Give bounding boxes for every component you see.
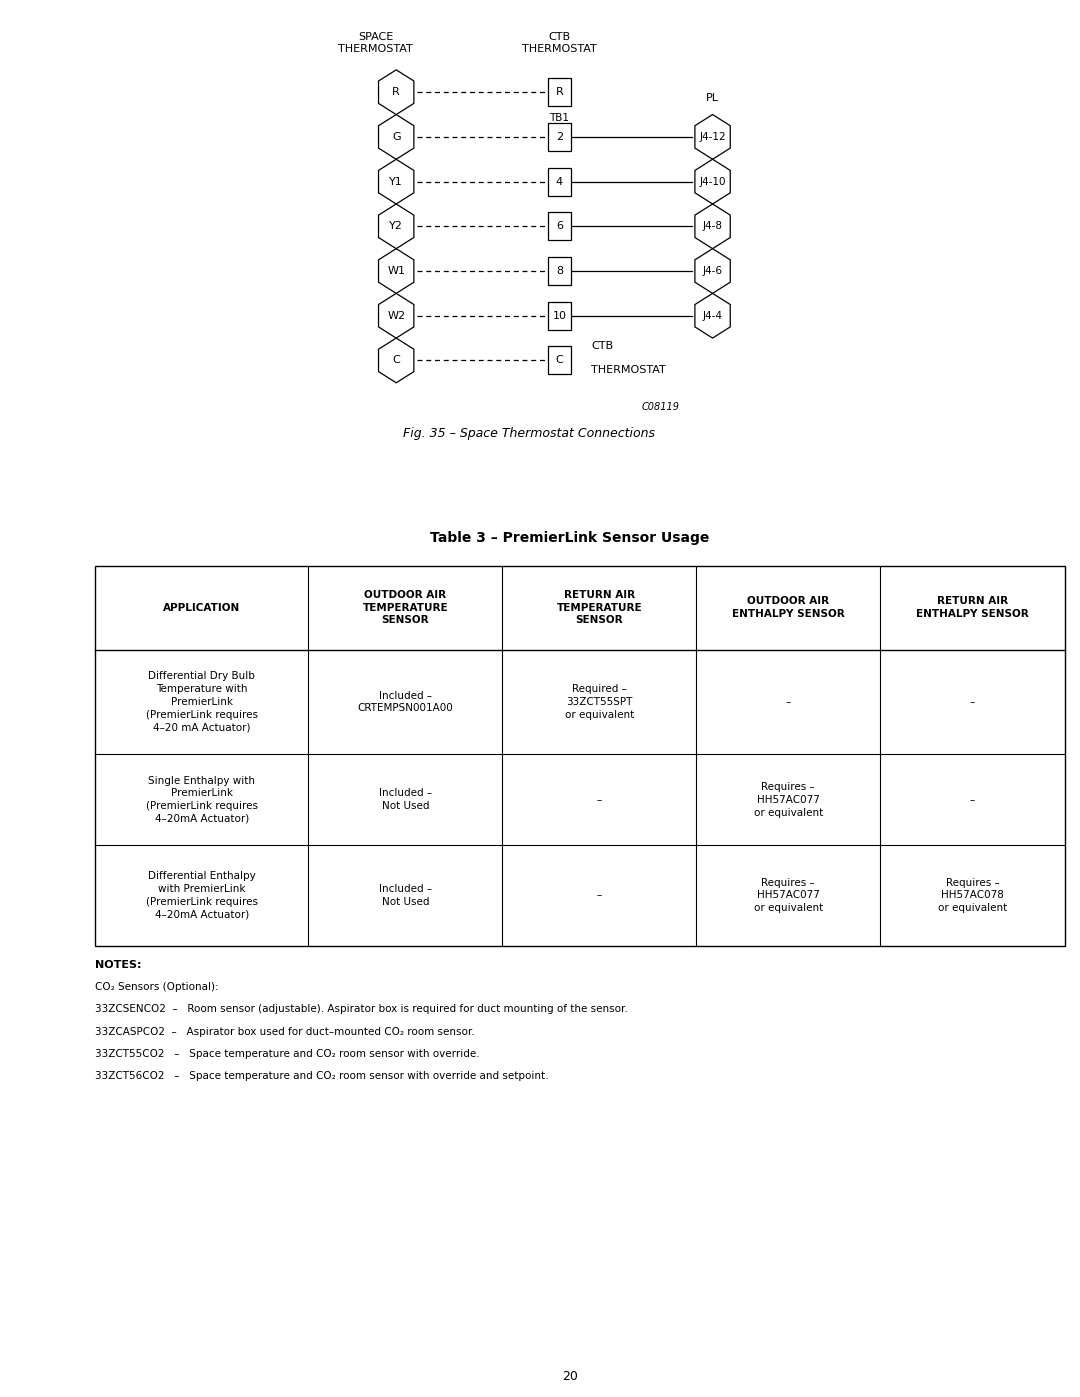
Text: R: R bbox=[392, 87, 400, 98]
Text: 33ZCT56CO2   –   Space temperature and CO₂ room sensor with override and setpoin: 33ZCT56CO2 – Space temperature and CO₂ r… bbox=[95, 1071, 549, 1081]
Text: Y2: Y2 bbox=[389, 221, 403, 232]
Text: –: – bbox=[970, 795, 975, 805]
Text: 2: 2 bbox=[556, 131, 563, 142]
Text: C: C bbox=[392, 355, 400, 366]
Text: G: G bbox=[392, 131, 401, 142]
Text: 6: 6 bbox=[556, 221, 563, 232]
Text: J4-8: J4-8 bbox=[703, 221, 723, 232]
FancyBboxPatch shape bbox=[549, 168, 570, 196]
Text: 33ZCT55CO2   –   Space temperature and CO₂ room sensor with override.: 33ZCT55CO2 – Space temperature and CO₂ r… bbox=[95, 1049, 480, 1059]
Text: –: – bbox=[970, 697, 975, 707]
Text: W1: W1 bbox=[388, 265, 405, 277]
Text: TB1: TB1 bbox=[550, 113, 569, 123]
Text: OUTDOOR AIR
TEMPERATURE
SENSOR: OUTDOOR AIR TEMPERATURE SENSOR bbox=[363, 590, 448, 626]
Text: 20: 20 bbox=[562, 1370, 578, 1383]
Text: SPACE
THERMOSTAT: SPACE THERMOSTAT bbox=[338, 32, 414, 53]
Text: Included –
CRTEMPSN001A00: Included – CRTEMPSN001A00 bbox=[357, 690, 454, 714]
FancyBboxPatch shape bbox=[549, 257, 570, 285]
Text: C08119: C08119 bbox=[642, 402, 679, 412]
Text: Y1: Y1 bbox=[389, 176, 403, 187]
Text: W2: W2 bbox=[387, 310, 405, 321]
Text: J4-10: J4-10 bbox=[700, 176, 726, 187]
Text: 33ZCSENCO2  –   Room sensor (adjustable). Aspirator box is required for duct mou: 33ZCSENCO2 – Room sensor (adjustable). A… bbox=[95, 1004, 627, 1014]
FancyBboxPatch shape bbox=[549, 346, 570, 374]
Text: J4-4: J4-4 bbox=[703, 310, 723, 321]
Text: Requires –
HH57AC078
or equivalent: Requires – HH57AC078 or equivalent bbox=[937, 877, 1008, 914]
Text: Table 3 – PremierLink Sensor Usage: Table 3 – PremierLink Sensor Usage bbox=[430, 531, 710, 545]
Text: –: – bbox=[596, 795, 602, 805]
Text: Included –
Not Used: Included – Not Used bbox=[379, 788, 432, 812]
FancyBboxPatch shape bbox=[549, 212, 570, 240]
Text: 10: 10 bbox=[553, 310, 567, 321]
Text: APPLICATION: APPLICATION bbox=[163, 602, 241, 613]
Text: Requires –
HH57AC077
or equivalent: Requires – HH57AC077 or equivalent bbox=[754, 782, 823, 817]
Text: Requires –
HH57AC077
or equivalent: Requires – HH57AC077 or equivalent bbox=[754, 877, 823, 914]
Text: J4-12: J4-12 bbox=[699, 131, 726, 142]
Text: Included –
Not Used: Included – Not Used bbox=[379, 884, 432, 907]
Text: 50TCQA: 50TCQA bbox=[21, 662, 39, 735]
Text: J4-6: J4-6 bbox=[703, 265, 723, 277]
Text: Required –
33ZCT55SPT
or equivalent: Required – 33ZCT55SPT or equivalent bbox=[565, 685, 634, 719]
Text: RETURN AIR
ENTHALPY SENSOR: RETURN AIR ENTHALPY SENSOR bbox=[916, 597, 1029, 619]
Text: Differential Dry Bulb
Temperature with
PremierLink
(PremierLink requires
4–20 mA: Differential Dry Bulb Temperature with P… bbox=[146, 672, 258, 732]
Text: 8: 8 bbox=[556, 265, 563, 277]
Text: R: R bbox=[555, 87, 564, 98]
Text: Differential Enthalpy
with PremierLink
(PremierLink requires
4–20mA Actuator): Differential Enthalpy with PremierLink (… bbox=[146, 872, 258, 919]
Text: –: – bbox=[596, 890, 602, 901]
Text: Single Enthalpy with
PremierLink
(PremierLink requires
4–20mA Actuator): Single Enthalpy with PremierLink (Premie… bbox=[146, 775, 258, 824]
Text: THERMOSTAT: THERMOSTAT bbox=[591, 365, 666, 376]
Text: PL: PL bbox=[706, 94, 719, 103]
Text: RETURN AIR
TEMPERATURE
SENSOR: RETURN AIR TEMPERATURE SENSOR bbox=[556, 590, 643, 626]
Text: CO₂ Sensors (Optional):: CO₂ Sensors (Optional): bbox=[95, 982, 219, 992]
FancyBboxPatch shape bbox=[549, 123, 570, 151]
FancyBboxPatch shape bbox=[549, 302, 570, 330]
Text: CTB
THERMOSTAT: CTB THERMOSTAT bbox=[522, 32, 597, 53]
Text: CTB: CTB bbox=[591, 341, 613, 352]
Text: NOTES:: NOTES: bbox=[95, 960, 141, 970]
Text: C: C bbox=[555, 355, 564, 366]
Text: 33ZCASPCO2  –   Aspirator box used for duct–mounted CO₂ room sensor.: 33ZCASPCO2 – Aspirator box used for duct… bbox=[95, 1027, 475, 1037]
Text: –: – bbox=[786, 697, 791, 707]
Text: 4: 4 bbox=[556, 176, 563, 187]
FancyBboxPatch shape bbox=[549, 78, 570, 106]
Text: Fig. 35 – Space Thermostat Connections: Fig. 35 – Space Thermostat Connections bbox=[403, 427, 654, 440]
Text: OUTDOOR AIR
ENTHALPY SENSOR: OUTDOOR AIR ENTHALPY SENSOR bbox=[732, 597, 845, 619]
Bar bbox=[95, 566, 1065, 946]
